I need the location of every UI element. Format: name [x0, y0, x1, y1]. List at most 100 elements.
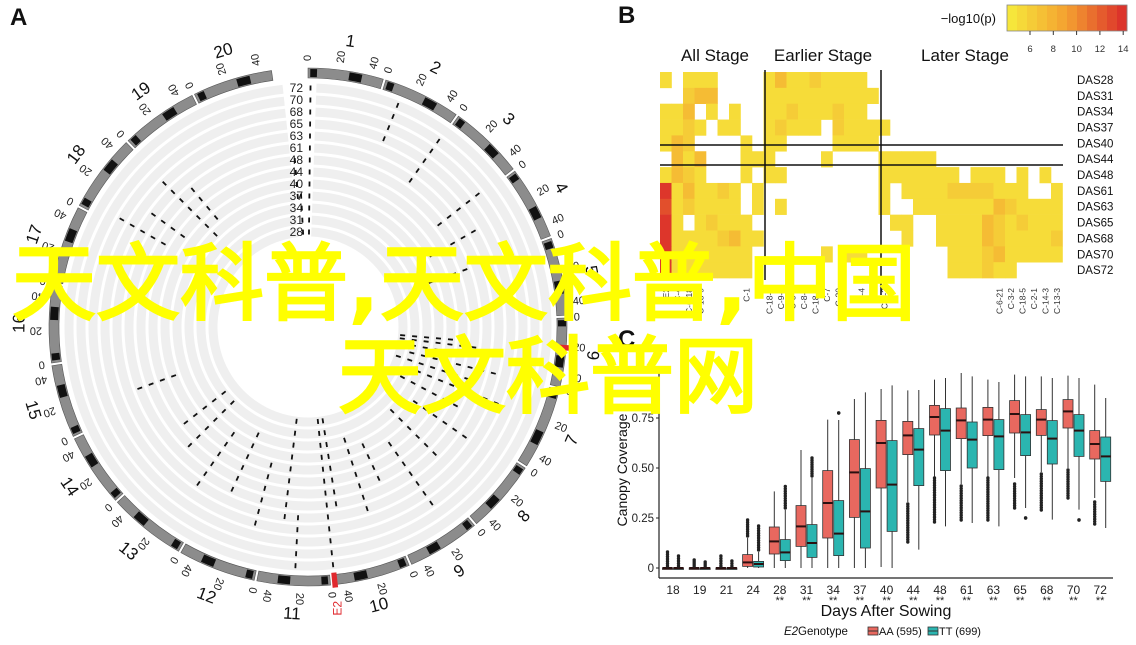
outlier-point: [986, 504, 990, 508]
signal-dot: [365, 505, 369, 512]
signal-dot: [411, 338, 417, 342]
signal-dot: [426, 374, 433, 378]
box: [1009, 400, 1020, 434]
signal-dot: [412, 399, 418, 405]
signal-dot: [361, 443, 366, 449]
outlier-point: [756, 538, 761, 543]
signal-dot: [421, 386, 427, 391]
signal-dot: [216, 451, 222, 457]
heatmap-cell: [786, 72, 799, 89]
chromosome-band: [485, 494, 500, 509]
chromosome-tick-label: 20: [566, 260, 581, 274]
chromosome-band: [70, 424, 81, 435]
box: [1035, 409, 1047, 436]
heatmap-cell: [844, 103, 856, 120]
outlier-point: [1093, 519, 1097, 524]
chromosome-tick-label: 20: [335, 50, 348, 64]
significance-label: **: [1016, 595, 1025, 607]
box: [1020, 414, 1031, 457]
signal-dot: [481, 356, 487, 360]
chromosome-band: [454, 118, 466, 129]
outlier-point: [986, 499, 990, 504]
x-tick-label: 72: [1094, 583, 1108, 597]
heatmap-cell: [844, 87, 856, 104]
outlier-point: [986, 487, 990, 492]
column-label: C-8-1: [799, 288, 809, 310]
chromosome-label: 10: [367, 594, 390, 617]
heatmap-cell: [729, 262, 741, 279]
significance-label: **: [776, 595, 785, 607]
heatmap-cell: [694, 119, 707, 136]
heatmap-cell: [982, 182, 994, 200]
legend-title: Genotype: [798, 626, 848, 638]
heatmap-cell: [1051, 230, 1063, 247]
x-tick-label: 37: [853, 583, 867, 597]
heatmap-cell: [683, 151, 695, 168]
outlier-point: [719, 564, 723, 568]
signal-dot: [479, 368, 485, 372]
outlier-point: [1077, 518, 1081, 522]
chromosome-tick-label: 0: [167, 554, 180, 565]
heatmap-cell: [660, 135, 672, 152]
signal-dot: [459, 344, 465, 348]
column-label: C-1: [741, 288, 751, 302]
track-label: 72: [290, 81, 304, 95]
outlier-point: [986, 492, 990, 497]
box: [902, 420, 914, 455]
heatmap-cell: [763, 87, 776, 104]
heatmap-cell: [947, 262, 960, 279]
heatmap-cell: [786, 119, 799, 136]
chromosome-band: [397, 558, 407, 569]
box: [913, 428, 925, 487]
outlier-point: [1039, 481, 1044, 486]
heatmap-cell: [694, 167, 707, 184]
signal-dot: [324, 490, 327, 496]
outlier-point: [906, 537, 910, 542]
signal-dot: [452, 373, 459, 377]
chromosome-tick-label: 40: [537, 453, 554, 469]
row-label: DAS65: [1077, 218, 1113, 230]
heatmap-cell: [729, 198, 741, 215]
colorbar-tick-label: 6: [1027, 44, 1032, 55]
y-tick-label: 0: [648, 563, 654, 575]
outlier-point: [986, 508, 990, 513]
heatmap-cell: [683, 103, 695, 120]
chromosome-band: [353, 570, 368, 581]
signal-dot: [455, 363, 462, 366]
x-tick-label: 21: [720, 583, 734, 597]
legend-label: TT (699): [939, 626, 981, 638]
signal-dot: [422, 490, 427, 496]
outlier-point: [1093, 514, 1097, 519]
colorbar-segment: [1057, 5, 1068, 31]
column-label: C-6-21: [994, 288, 1004, 314]
signal-dot: [346, 448, 351, 455]
signal-dot: [434, 348, 440, 352]
chromosome-tick-label: 40: [260, 589, 274, 603]
heatmap-cell: [913, 198, 925, 215]
heatmap-cell: [660, 182, 672, 200]
chromosome-band: [133, 511, 149, 526]
outlier-point: [756, 531, 761, 535]
heatmap-cell: [775, 135, 787, 152]
heatmap-cell: [809, 72, 822, 89]
chromosome-band: [528, 205, 542, 221]
heatmap-cell: [1016, 214, 1029, 231]
chromosome-label: 7: [561, 432, 582, 448]
heatmap-cell: [1005, 182, 1017, 200]
heatmap-cell: [683, 72, 695, 89]
heatmap-cell: [706, 246, 718, 263]
box: [982, 406, 994, 436]
outlier-point: [1039, 479, 1044, 483]
signal-dot: [334, 501, 338, 507]
heatmap-cell: [936, 167, 948, 184]
heatmap-cell: [694, 230, 707, 247]
chromosome-band: [200, 554, 217, 567]
heatmap-cell: [901, 182, 914, 200]
group-label: Earlier Stage: [774, 46, 872, 65]
track-label: 28: [290, 225, 304, 239]
heatmap-cell: [1039, 167, 1052, 184]
chromosome-tick-label: 0: [183, 80, 196, 91]
chromosome-tick-label: 40: [249, 53, 263, 67]
chromosome-label: 11: [283, 604, 302, 624]
x-tick-label: 44: [907, 583, 921, 597]
